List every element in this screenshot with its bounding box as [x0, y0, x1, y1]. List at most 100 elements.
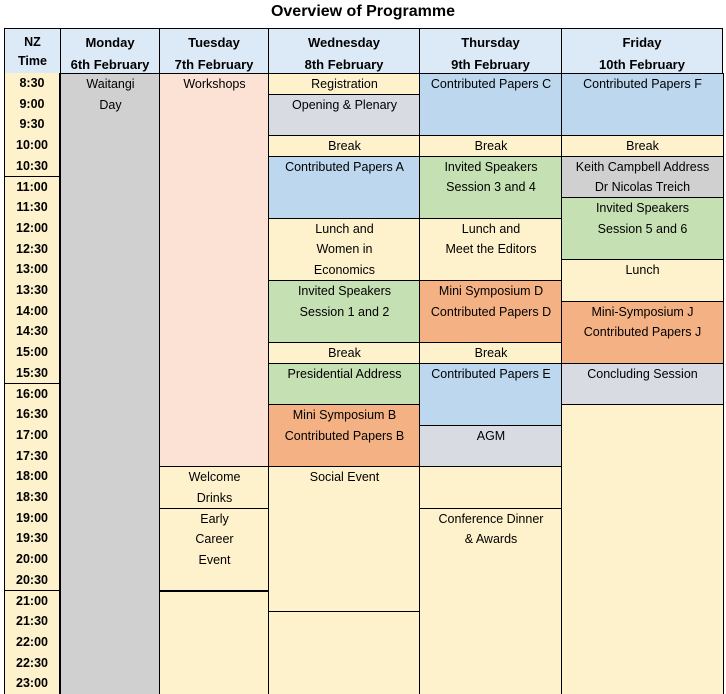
event-text: Women in	[316, 242, 373, 257]
event-wednesday-lunch-and: Lunch and Women in Economics	[268, 217, 421, 281]
event-text: AGM	[476, 428, 506, 443]
time-label: 22:00	[4, 631, 60, 654]
event-text: Break	[474, 346, 508, 361]
time-label: 15:30	[4, 362, 60, 385]
event-text: Lunch and	[461, 221, 521, 236]
event-wednesday-invited-speakers: Invited Speakers Session 1 and 2	[268, 280, 421, 344]
event-text: Contributed Papers A	[285, 159, 404, 174]
page-title: Overview of Programme	[270, 3, 456, 20]
event-text: Day	[99, 97, 122, 112]
event-wednesday-contributed-papers-a: Contributed Papers A	[268, 155, 421, 219]
event-friday-break: Break	[561, 135, 724, 157]
event-text: Mini Symposium D	[438, 284, 544, 298]
header-day-name: Wednesday	[307, 35, 380, 50]
time-label: 17:30	[4, 445, 60, 468]
event-thursday-break: Break	[419, 135, 563, 157]
event-text: Meet the Editors	[445, 242, 537, 257]
header-day-name: Friday	[622, 35, 662, 50]
time-label: 13:30	[4, 280, 60, 302]
time-label: 21:30	[4, 611, 60, 633]
header-wednesday: Wednesday 8th February	[268, 28, 420, 74]
header-tuesday: Tuesday 7th February	[159, 28, 269, 74]
event-wednesday-presidential-address: Presidential Address	[268, 362, 421, 406]
event-text: Break	[626, 139, 659, 154]
event-thursday-agm: AGM	[419, 424, 563, 468]
event-tuesday-workshops: Workshops	[159, 73, 270, 468]
event-text: Session 1 and 2	[299, 304, 390, 319]
event-text: Waitangi	[86, 77, 135, 91]
event-monday-waitangi: Waitangi Day	[60, 73, 161, 694]
header-day-name: Thursday	[461, 35, 520, 50]
time-label: 20:00	[4, 549, 60, 571]
header-day-name: Tuesday	[188, 35, 240, 50]
event-friday-lunch: Lunch	[561, 259, 724, 302]
event-text: Concluding Session	[587, 366, 698, 381]
event-text: Presidential Address	[287, 366, 402, 381]
time-label: 23:00	[4, 673, 60, 694]
time-label: 16:00	[4, 383, 60, 406]
event-wednesday-opening-plenary: Opening & Plenary	[268, 93, 421, 137]
event-text: Welcome	[188, 470, 241, 485]
header-day-date: 6th February	[70, 57, 150, 72]
event-friday-concluding-session: Concluding Session	[561, 362, 724, 406]
time-label: 8:30	[4, 73, 60, 95]
header-time-label-2: Time	[18, 54, 47, 68]
event-text: Conference Dinner	[438, 511, 544, 526]
event-tuesday-early: Early Career Event	[159, 507, 270, 592]
time-label: 16:30	[4, 404, 60, 426]
empty-slot-thursday	[419, 466, 563, 509]
time-label: 22:30	[4, 652, 60, 675]
event-text: Keith Campbell Address	[575, 159, 710, 174]
empty-slot-wednesday	[268, 611, 421, 694]
event-text: Dr Nicolas Treich	[594, 180, 691, 195]
event-friday-keith-campbell-address: Keith Campbell Address Dr Nicolas Treich	[561, 155, 724, 199]
event-text: Session 5 and 6	[597, 221, 688, 236]
time-label: 13:00	[4, 259, 60, 281]
time-label: 11:30	[4, 197, 60, 219]
time-label: 20:30	[4, 569, 60, 592]
event-thursday-invited-speakers: Invited Speakers Session 3 and 4	[419, 155, 563, 219]
time-label: 19:00	[4, 507, 60, 530]
event-thursday-contributed-papers-e: Contributed Papers E	[419, 362, 563, 426]
event-thursday-break: Break	[419, 342, 563, 364]
time-label: 11:00	[4, 176, 60, 199]
event-thursday-contributed-papers-c: Contributed Papers C	[419, 73, 563, 137]
event-tuesday-welcome: Welcome Drinks	[159, 466, 270, 509]
time-label: 18:00	[4, 466, 60, 488]
event-text: Lunch and	[315, 221, 374, 236]
event-friday-invited-speakers: Invited Speakers Session 5 and 6	[561, 197, 724, 261]
time-label: 14:00	[4, 300, 60, 323]
header-day-date: 10th February	[599, 57, 685, 72]
event-wednesday-mini-symposium-b: Mini Symposium B Contributed Papers B	[268, 404, 421, 468]
time-label: 12:00	[4, 217, 60, 240]
header-time-label-1: NZ	[24, 35, 41, 49]
empty-slot-friday	[561, 404, 724, 694]
time-label: 12:30	[4, 238, 60, 261]
event-text: Economics	[313, 262, 376, 277]
header-day-name: Monday	[85, 35, 135, 50]
header-day-date: 8th February	[304, 57, 384, 72]
event-wednesday-social-event: Social Event	[268, 466, 421, 613]
event-text: Event	[198, 552, 231, 567]
event-thursday-lunch-and: Lunch and Meet the Editors	[419, 217, 563, 281]
event-thursday-conference-dinner: Conference Dinner & Awards	[419, 507, 563, 694]
header-time: NZ Time	[4, 28, 61, 74]
event-text: Break	[328, 346, 361, 361]
event-text: Invited Speakers	[297, 284, 392, 298]
time-label: 15:00	[4, 342, 60, 364]
time-label: 9:30	[4, 114, 60, 137]
event-text: Contributed Papers J	[583, 325, 702, 340]
event-wednesday-registration: Registration	[268, 73, 421, 95]
empty-slot-tuesday	[159, 590, 270, 694]
programme-table: NZ Time Monday 6th February Tuesday 7th …	[4, 28, 724, 694]
event-text: Mini-Symposium J	[591, 304, 694, 319]
event-text: Contributed Papers D	[430, 304, 552, 319]
header-monday: Monday 6th February	[60, 28, 160, 74]
event-friday-contributed-papers-f: Contributed Papers F	[561, 73, 724, 137]
time-label: 18:30	[4, 487, 60, 509]
time-label: 10:00	[4, 135, 60, 157]
event-text: Contributed Papers F	[583, 77, 702, 91]
event-text: Career	[195, 532, 234, 547]
event-text: Early	[200, 511, 229, 526]
event-text: Lunch	[625, 263, 660, 278]
